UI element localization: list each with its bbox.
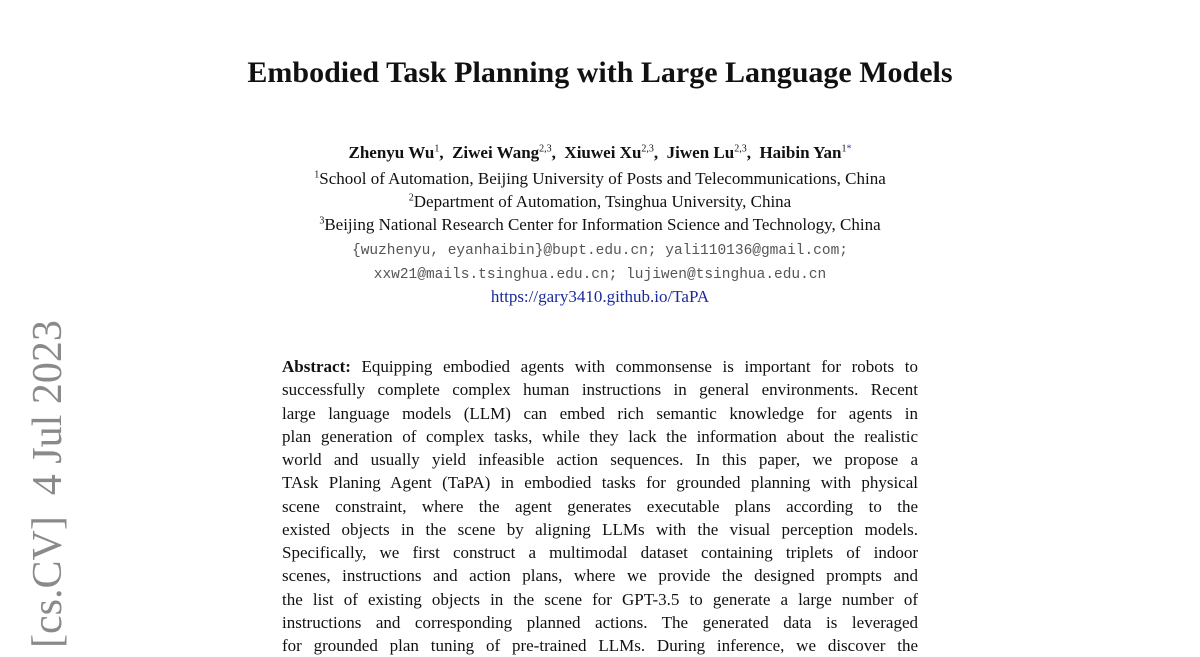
- email-line: xxw21@mails.tsinghua.edu.cn; lujiwen@tsi…: [373, 267, 827, 283]
- author: Xiuwei Xu2,3: [564, 143, 654, 162]
- abstract-line: existed objects in the scene by aligning…: [282, 519, 918, 539]
- abstract: Abstract: Equipping embodied agents with…: [282, 355, 918, 657]
- abstract-line: Specifically, we first construct a multi…: [282, 543, 918, 562]
- corresponding-author-mark[interactable]: *: [846, 143, 852, 155]
- arxiv-side-stamp: [cs.CV] 4 Jul 2023: [25, 320, 71, 648]
- abstract-line: world and usually yield infeasible actio…: [282, 450, 918, 469]
- author: Zhenyu Wu1: [348, 143, 440, 162]
- affiliation: 1School of Automation, Beijing Universit…: [314, 169, 886, 188]
- paper-title: Embodied Task Planning with Large Langua…: [247, 56, 953, 89]
- abstract-line: large language models (LLM) can embed ri…: [282, 403, 918, 423]
- abstract-line: TAsk Planing Agent (TaPA) in embodied ta…: [282, 473, 918, 493]
- abstract-line: successfully complete complex human inst…: [282, 380, 918, 400]
- affiliation: 2Department of Automation, Tsinghua Univ…: [408, 192, 792, 211]
- abstract-line: the list of existing objects in the scen…: [282, 589, 918, 609]
- affiliation: 3Beijing National Research Center for In…: [319, 215, 881, 234]
- author-list: Zhenyu Wu1, Ziwei Wang2,3, Xiuwei Xu2,3,…: [348, 143, 852, 162]
- abstract-line: for grounded plan tuning of pre-trained …: [282, 636, 918, 655]
- author: Haibin Yan1*: [759, 143, 852, 162]
- project-url-link[interactable]: https://gary3410.github.io/TaPA: [490, 287, 710, 306]
- abstract-line: Abstract: Equipping embodied agents with…: [282, 357, 918, 376]
- author: Jiwen Lu2,3: [666, 143, 747, 162]
- abstract-line: instructions and corresponding planned a…: [282, 612, 918, 632]
- abstract-line: scene constraint, where the agent genera…: [282, 496, 918, 516]
- abstract-label: Abstract:: [282, 357, 351, 376]
- abstract-line: scenes, instructions and action plans, w…: [282, 566, 918, 586]
- email-line: {wuzhenyu, eyanhaibin}@bupt.edu.cn; yali…: [352, 243, 848, 259]
- author: Ziwei Wang2,3: [452, 143, 552, 162]
- abstract-line: plan generation of complex tasks, while …: [282, 426, 918, 446]
